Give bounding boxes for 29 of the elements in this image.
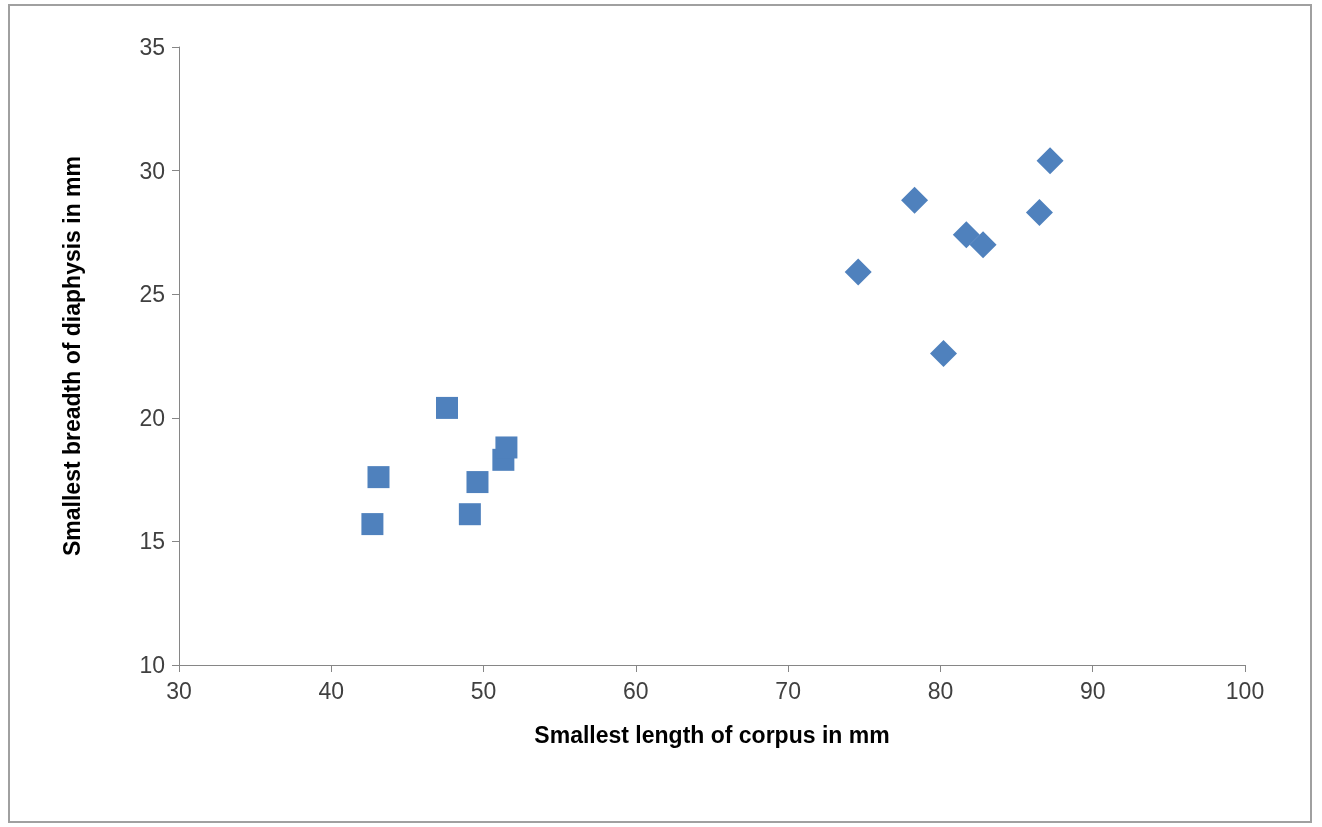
x-tick-label: 100 — [1225, 677, 1265, 704]
point — [495, 436, 518, 459]
x-tick-label: 40 — [318, 677, 345, 704]
point — [458, 503, 481, 526]
y-tick-label: 15 — [139, 528, 165, 555]
point — [466, 471, 489, 494]
point — [952, 221, 980, 249]
y-tick-label: 25 — [139, 281, 165, 308]
point — [929, 340, 957, 368]
y-tick-label: 35 — [139, 34, 165, 60]
x-axis-title: Smallest length of corpus in mm — [534, 721, 890, 748]
point — [844, 258, 872, 286]
point — [969, 231, 997, 259]
y-tick-label: 10 — [139, 652, 165, 678]
x-tick-label: 80 — [927, 677, 954, 704]
y-tick-label: 30 — [139, 157, 165, 184]
point — [367, 466, 390, 489]
point — [436, 396, 459, 419]
point — [901, 186, 929, 214]
y-tick-label: 20 — [139, 404, 165, 431]
x-tick-label: 50 — [470, 677, 497, 704]
x-tick-label: 30 — [166, 677, 192, 704]
point — [1036, 147, 1064, 175]
x-tick-label: 90 — [1079, 677, 1106, 704]
x-tick-label: 70 — [775, 677, 801, 704]
x-tick-label: 60 — [623, 677, 649, 704]
point — [361, 513, 384, 536]
point — [1025, 199, 1053, 227]
y-axis-title: Smallest breadth of diaphysis in mm — [58, 155, 85, 557]
